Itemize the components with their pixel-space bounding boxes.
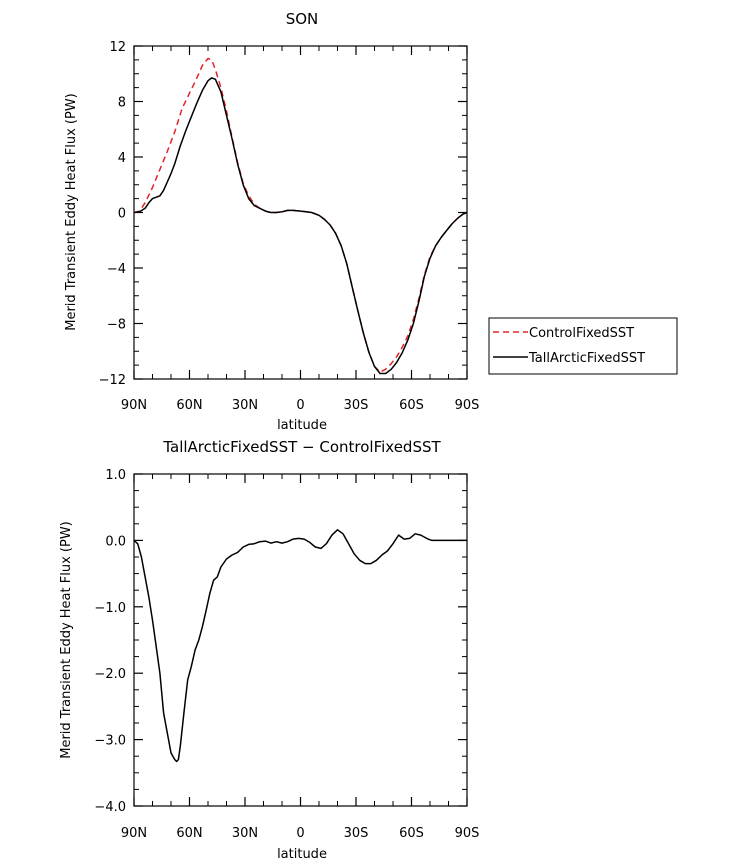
bottom-x-tick-label: 0: [296, 826, 304, 841]
bottom-panel: TallArcticFixedSST − ControlFixedSST 90N…: [59, 438, 479, 862]
top-x-tick-label: 90N: [121, 398, 147, 413]
legend-label-control: ControlFixedSST: [529, 326, 634, 341]
top-y-tick-label: 0: [118, 207, 126, 222]
top-x-tick-label: 60S: [399, 398, 424, 413]
top-x-tick-label: 30N: [232, 398, 258, 413]
bottom-x-tick-label: 60N: [176, 826, 202, 841]
bottom-y-tick-label: 0.0: [105, 534, 126, 549]
bottom-x-axis-label: latitude: [277, 847, 327, 862]
top-x-axis-label: latitude: [277, 418, 327, 433]
bottom-y-axis-label: Merid Transient Eddy Heat Flux (PW): [59, 521, 74, 759]
top-chart-title: SON: [286, 10, 319, 28]
bottom-y-tick-label: 1.0: [105, 468, 126, 483]
top-series-line-controlfixedsst: [133, 57, 468, 373]
bottom-series-line-difference: [133, 529, 467, 763]
bottom-x-tick-label: 60S: [399, 826, 424, 841]
top-y-axis-label: Merid Transient Eddy Heat Flux (PW): [64, 93, 79, 331]
legend: ControlFixedSST TallArcticFixedSST: [488, 317, 678, 375]
bottom-y-tick-label: −3.0: [94, 734, 126, 749]
top-plot-frame: [133, 45, 468, 380]
bottom-ticks: 90N 60N 30N 0 30S 60S 90S −4.0 −3.0 −2.0 −1.0 0.0 1.…: [94, 468, 479, 841]
top-x-tick-label: 0: [296, 398, 304, 413]
top-panel: SON 90N 60N 30N 0 30S 60S 90S −12 −8 −4 0 4 8 12 lati…: [64, 10, 678, 433]
top-series-group: [133, 57, 468, 375]
top-ticks: 90N 60N 30N 0 30S 60S 90S −12 −8 −4 0 4 8 12: [99, 40, 480, 413]
bottom-x-tick-label: 30S: [344, 826, 369, 841]
bottom-x-tick-label: 90S: [455, 826, 480, 841]
bottom-chart-title: TallArcticFixedSST − ControlFixedSST: [162, 438, 441, 456]
top-series-line-tallarcticfixedsst: [133, 77, 468, 375]
top-y-tick-label: 4: [118, 151, 126, 166]
top-y-tick-label: −12: [99, 373, 126, 388]
legend-label-tallarctic: TallArcticFixedSST: [528, 351, 645, 366]
top-x-tick-label: 90S: [455, 398, 480, 413]
legend-box: [488, 317, 678, 375]
top-y-tick-label: 8: [118, 96, 126, 111]
top-x-tick-label: 30S: [344, 398, 369, 413]
bottom-y-tick-label: −4.0: [94, 800, 126, 815]
bottom-y-tick-label: −2.0: [94, 667, 126, 682]
top-y-tick-label: −8: [107, 318, 126, 333]
bottom-series-group: [133, 529, 467, 763]
top-x-tick-label: 60N: [176, 398, 202, 413]
top-y-tick-label: 12: [109, 40, 126, 55]
bottom-x-tick-label: 30N: [232, 826, 258, 841]
top-y-tick-label: −4: [107, 262, 126, 277]
bottom-x-tick-label: 90N: [121, 826, 147, 841]
bottom-plot-frame: [133, 473, 468, 807]
bottom-y-tick-label: −1.0: [94, 601, 126, 616]
